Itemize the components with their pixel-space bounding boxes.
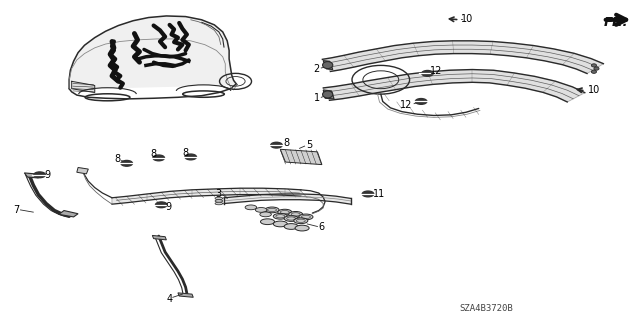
Ellipse shape <box>299 214 313 220</box>
Polygon shape <box>323 70 585 102</box>
Polygon shape <box>323 90 334 99</box>
Ellipse shape <box>591 64 596 67</box>
Text: 1: 1 <box>314 93 320 103</box>
Ellipse shape <box>323 91 333 98</box>
Polygon shape <box>323 41 604 73</box>
Ellipse shape <box>215 200 223 202</box>
Text: 8: 8 <box>114 154 120 165</box>
Text: 5: 5 <box>306 140 312 150</box>
Circle shape <box>153 155 164 161</box>
Ellipse shape <box>273 221 287 227</box>
Text: 9: 9 <box>45 170 51 180</box>
Polygon shape <box>224 194 351 204</box>
Text: 4: 4 <box>166 294 173 304</box>
Text: 2: 2 <box>314 63 320 74</box>
Ellipse shape <box>265 207 279 213</box>
Text: 8: 8 <box>283 138 289 148</box>
Ellipse shape <box>255 208 267 212</box>
Text: 8: 8 <box>182 148 189 158</box>
Ellipse shape <box>215 202 223 205</box>
Circle shape <box>121 160 132 166</box>
Text: SZA4B3720B: SZA4B3720B <box>460 304 513 313</box>
Text: 12: 12 <box>401 100 413 110</box>
Circle shape <box>34 172 45 178</box>
Circle shape <box>422 70 433 76</box>
Ellipse shape <box>260 219 275 225</box>
Circle shape <box>415 99 427 104</box>
Ellipse shape <box>294 218 308 224</box>
Polygon shape <box>59 211 78 217</box>
Ellipse shape <box>260 212 271 217</box>
Ellipse shape <box>284 216 298 221</box>
Polygon shape <box>152 235 166 240</box>
Polygon shape <box>112 188 301 204</box>
Circle shape <box>362 191 374 197</box>
Polygon shape <box>69 16 237 89</box>
Ellipse shape <box>245 205 257 210</box>
Ellipse shape <box>591 70 596 73</box>
Text: 10: 10 <box>588 85 600 95</box>
Text: 12: 12 <box>430 66 442 76</box>
Text: 9: 9 <box>165 202 172 212</box>
Polygon shape <box>72 81 95 93</box>
Polygon shape <box>24 173 38 178</box>
Text: 10: 10 <box>461 13 473 24</box>
Text: 7: 7 <box>13 205 19 215</box>
Ellipse shape <box>323 62 333 69</box>
Polygon shape <box>323 61 333 70</box>
Ellipse shape <box>594 67 599 70</box>
Ellipse shape <box>215 197 223 200</box>
Text: 8: 8 <box>150 149 157 159</box>
Ellipse shape <box>278 209 292 215</box>
Circle shape <box>271 142 282 148</box>
Text: 6: 6 <box>319 222 325 232</box>
Text: FR.: FR. <box>604 16 628 29</box>
Polygon shape <box>280 149 322 165</box>
Text: 11: 11 <box>372 189 385 199</box>
Ellipse shape <box>295 225 309 231</box>
Polygon shape <box>178 293 193 297</box>
Circle shape <box>156 202 167 208</box>
Ellipse shape <box>289 211 303 217</box>
Ellipse shape <box>273 213 287 219</box>
Polygon shape <box>77 167 88 174</box>
Circle shape <box>185 154 196 160</box>
Text: 3: 3 <box>215 189 221 199</box>
Ellipse shape <box>284 224 298 229</box>
